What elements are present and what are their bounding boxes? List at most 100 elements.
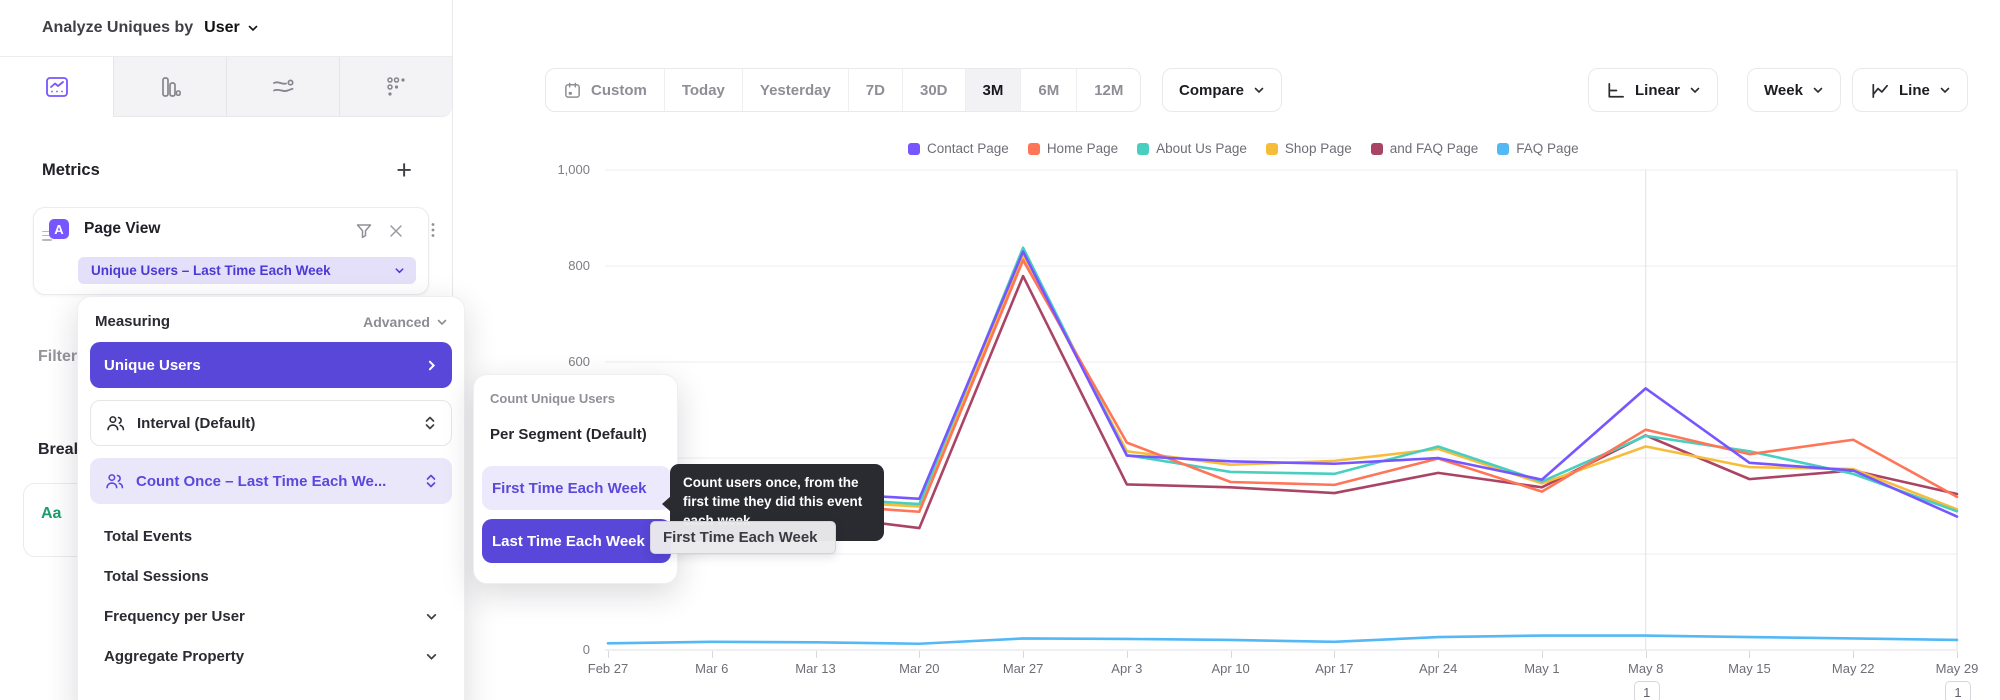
x-axis-tick: [608, 651, 609, 658]
scale-selector-button[interactable]: Linear: [1588, 68, 1719, 112]
x-axis-tick: [815, 651, 817, 658]
chevron-down-icon: [437, 319, 447, 325]
legend-label: Home Page: [1046, 141, 1119, 156]
interval-selector-button[interactable]: Week: [1747, 68, 1841, 112]
legend-label: FAQ Page: [1516, 141, 1579, 156]
calendar-icon: [565, 82, 580, 98]
filter-icon[interactable]: [354, 221, 374, 241]
x-axis-tick: [1645, 651, 1647, 658]
chevron-down-icon: [1813, 87, 1823, 94]
advanced-toggle[interactable]: Advanced: [363, 314, 448, 330]
linear-axis-icon: [1608, 82, 1624, 98]
chevron-down-icon: [395, 268, 404, 274]
x-axis-label: Mar 27: [1002, 661, 1044, 676]
drag-handle-icon[interactable]: [42, 228, 52, 243]
x-axis-label: Mar 6: [695, 661, 729, 676]
legend-item[interactable]: FAQ Page: [1497, 141, 1579, 156]
chart-type-selector-button[interactable]: Line: [1852, 68, 1968, 112]
x-axis-label: Apr 10: [1211, 661, 1250, 676]
range-custom[interactable]: Custom: [546, 69, 664, 111]
range-3m[interactable]: 3M: [964, 69, 1021, 111]
filters-title: Filters: [38, 348, 87, 365]
range-7d[interactable]: 7D: [847, 69, 902, 111]
flows-icon: [272, 79, 294, 92]
close-icon[interactable]: [387, 222, 405, 240]
legend-item[interactable]: Shop Page: [1265, 141, 1352, 156]
range-today[interactable]: Today: [663, 69, 742, 111]
legend-item[interactable]: Contact Page: [908, 141, 1009, 156]
x-axis-tick: [1230, 651, 1232, 658]
add-metric-button[interactable]: +: [396, 155, 412, 185]
x-axis-tick: [919, 651, 921, 658]
chevron-down-icon: [426, 613, 437, 620]
chevron-down-icon: [1690, 87, 1700, 94]
legend-item[interactable]: Home Page: [1027, 141, 1119, 156]
range-30d[interactable]: 30D: [901, 69, 965, 111]
tab-flows[interactable]: [226, 57, 339, 117]
kebab-menu-icon[interactable]: [424, 221, 442, 239]
entity-selector[interactable]: User: [204, 19, 240, 36]
x-axis-label: May 1: [1524, 661, 1560, 676]
menu-item-total-events[interactable]: Total Events: [90, 516, 452, 556]
x-axis-tick: [1334, 651, 1336, 658]
x-axis-tick: [1853, 651, 1855, 658]
submenu-item-per-segment[interactable]: Per Segment (Default): [490, 426, 647, 443]
line-chart-icon: [45, 77, 68, 97]
menu-item-total-sessions[interactable]: Total Sessions: [90, 556, 452, 596]
line-chart-type-icon: [1872, 83, 1888, 98]
legend-label: Contact Page: [927, 141, 1009, 156]
range-yesterday[interactable]: Yesterday: [741, 69, 848, 111]
unfold-icon: [425, 416, 435, 430]
x-axis-label: Apr 24: [1419, 661, 1458, 676]
menu-item-count-once[interactable]: Count Once – Last Time Each We...: [90, 458, 452, 504]
legend-item[interactable]: About Us Page: [1137, 141, 1247, 156]
x-axis-label: Apr 3: [1111, 661, 1143, 676]
analysis-header: Analyze Uniques by User: [0, 0, 452, 57]
tab-bar-chart[interactable]: [113, 57, 226, 117]
legend-swatch: [1370, 142, 1383, 155]
menu-item-aggregate[interactable]: Aggregate Property: [90, 636, 452, 676]
range-6m[interactable]: 6M: [1020, 69, 1076, 111]
legend-swatch: [1497, 142, 1510, 155]
menu-item-frequency[interactable]: Frequency per User: [90, 596, 452, 636]
interval-label: Interval (Default): [137, 414, 256, 432]
measurement-selector[interactable]: Unique Users – Last Time Each Week: [78, 257, 416, 284]
legend-label: About Us Page: [1156, 141, 1247, 156]
chart-type-label: Line: [1899, 81, 1930, 99]
menu-item-interval[interactable]: Interval (Default): [90, 400, 452, 446]
aggregate-label: Aggregate Property: [104, 647, 245, 665]
x-axis-label: Feb 27: [587, 661, 629, 676]
range-12m[interactable]: 12M: [1076, 69, 1140, 111]
annotation-marker[interactable]: 1: [1633, 681, 1660, 700]
menu-item-unique-users[interactable]: Unique Users: [90, 342, 452, 388]
legend-swatch: [1137, 142, 1150, 155]
string-property-icon: Aa: [41, 505, 62, 522]
compare-button[interactable]: Compare: [1162, 68, 1283, 112]
unique-users-label: Unique Users: [104, 356, 201, 374]
legend-swatch: [908, 142, 920, 155]
range-label: 12M: [1094, 81, 1124, 99]
tab-retention[interactable]: [339, 57, 452, 117]
legend-item[interactable]: and FAQ Page: [1370, 141, 1478, 156]
submenu-item-last-time[interactable]: Last Time Each Week: [482, 519, 671, 563]
chevron-down-icon: [1940, 87, 1950, 94]
chevron-down-icon[interactable]: [247, 22, 259, 34]
users-icon: [106, 473, 124, 488]
x-axis-label: Mar 13: [795, 661, 836, 676]
chart-legend: Contact Page Home Page About Us Page Shop P…: [908, 141, 1579, 156]
x-axis-label: May 29: [1935, 661, 1979, 676]
annotation-marker[interactable]: 1: [1945, 681, 1971, 700]
count-unique-submenu: Count Unique Users Per Segment (Default)…: [473, 374, 678, 584]
tab-insights-line[interactable]: [0, 57, 113, 117]
x-axis-tick: [1541, 651, 1543, 658]
range-label: 6M: [1038, 81, 1060, 99]
metric-event-name[interactable]: Page View: [84, 220, 161, 237]
metric-badge: A: [49, 219, 69, 239]
x-axis-tick: [711, 651, 713, 658]
submenu-item-first-time[interactable]: First Time Each Week: [482, 466, 671, 510]
chevron-right-icon: [428, 360, 436, 370]
advanced-label: Advanced: [363, 313, 430, 330]
x-axis-label: May 15: [1728, 661, 1771, 676]
x-axis-tick: [1023, 651, 1025, 658]
